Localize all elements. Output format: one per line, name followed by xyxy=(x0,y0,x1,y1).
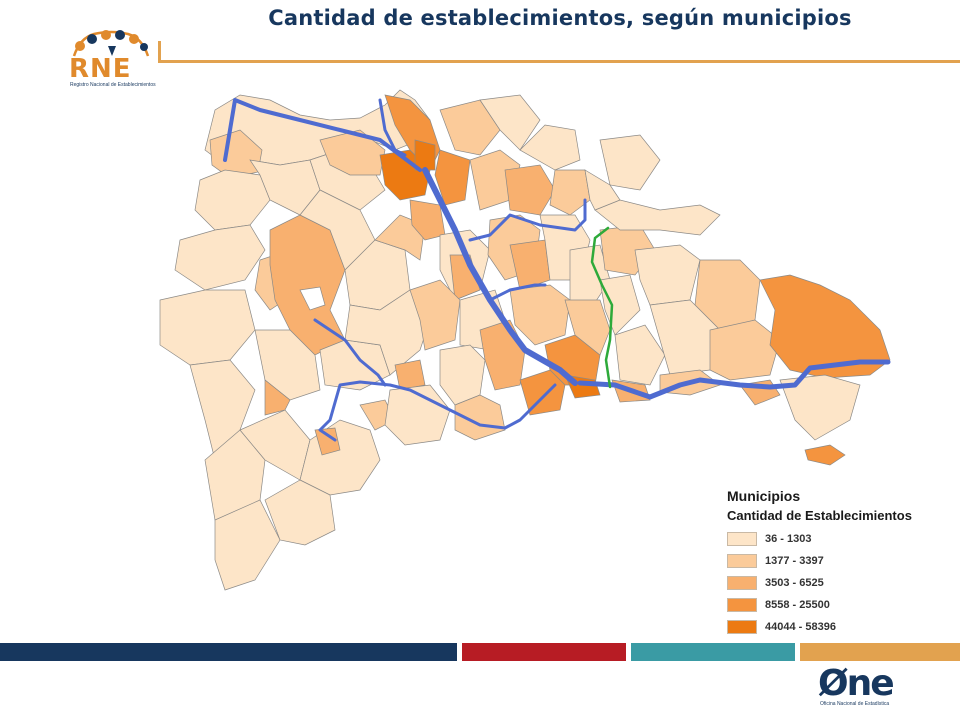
legend-item: 8558 - 25500 xyxy=(727,595,957,615)
legend-swatch xyxy=(727,532,757,546)
municipality-region xyxy=(594,199,721,236)
rne-logo-caption: Registro Nacional de Establecimientos xyxy=(70,82,156,88)
highway-cotui xyxy=(488,283,547,302)
municipality-region xyxy=(759,274,891,379)
footer-bar-orange xyxy=(800,643,960,661)
legend-swatch xyxy=(727,554,757,568)
municipality-region xyxy=(614,324,666,386)
municipality-region xyxy=(504,164,556,216)
municipality-region xyxy=(264,379,291,416)
legend-label: 8558 - 25500 xyxy=(765,599,830,611)
municipality-region xyxy=(584,169,621,211)
dominican-republic-map xyxy=(159,89,891,591)
municipality-region xyxy=(479,319,526,391)
one-logo-text: Øne xyxy=(818,663,895,704)
title-divider xyxy=(160,60,960,63)
rne-logo-text: RNE xyxy=(69,54,132,84)
municipality-region xyxy=(344,289,431,376)
legend-item: 44044 - 58396 xyxy=(727,617,957,637)
municipality-region xyxy=(599,134,661,191)
page-title: Cantidad de establecimientos, según muni… xyxy=(268,6,852,30)
municipality-region xyxy=(549,169,591,216)
municipality-region xyxy=(564,299,611,356)
highway-north-coast xyxy=(378,98,407,157)
map-legend: Municipios Cantidad de Establecimientos … xyxy=(727,488,957,639)
municipality-region xyxy=(454,394,506,441)
legend-subtitle: Cantidad de Establecimientos xyxy=(727,508,912,523)
rne-logo: RNE Registro Nacional de Establecimiento… xyxy=(66,30,158,88)
municipality-region xyxy=(439,99,501,156)
footer-bar-red xyxy=(462,643,626,661)
municipality-region xyxy=(519,369,566,416)
title-divider-tick xyxy=(158,41,161,63)
municipality-region xyxy=(779,374,861,441)
legend-swatch xyxy=(727,620,757,634)
municipality-region xyxy=(299,419,381,496)
municipality-region xyxy=(214,499,281,591)
municipality-region xyxy=(394,359,426,391)
rne-logo-icons xyxy=(72,30,150,57)
municipality-region xyxy=(409,279,461,351)
highway-south xyxy=(318,380,557,442)
highway-east xyxy=(577,359,891,400)
legend-label: 1377 - 3397 xyxy=(765,555,824,567)
municipality-region xyxy=(634,244,701,306)
municipality-region xyxy=(374,214,426,261)
municipality-region xyxy=(509,284,571,346)
one-logo: Øne Oficina Nacional de Estadística xyxy=(818,663,908,717)
municipality-region xyxy=(319,129,386,176)
legend-item: 3503 - 6525 xyxy=(727,573,957,593)
saona-island xyxy=(804,444,846,466)
municipality-region xyxy=(174,224,266,291)
footer-bar-teal xyxy=(631,643,795,661)
highway-southwest xyxy=(313,318,387,387)
municipality-region xyxy=(509,239,551,291)
municipality-region xyxy=(314,427,341,456)
municipality-region xyxy=(519,124,581,171)
municipality-region xyxy=(479,94,541,151)
municipality-region xyxy=(159,289,256,366)
municipality-region xyxy=(409,199,446,241)
secondary-road xyxy=(590,226,614,389)
legend-label: 3503 - 6525 xyxy=(765,577,824,589)
municipality-region xyxy=(264,479,336,546)
legend-swatch xyxy=(727,576,757,590)
legend-label: 36 - 1303 xyxy=(765,533,812,545)
one-logo-caption: Oficina Nacional de Estadística xyxy=(820,701,890,707)
municipality-region xyxy=(709,319,781,381)
highway-northwest xyxy=(223,98,422,172)
legend-item: 1377 - 3397 xyxy=(727,551,957,571)
legend-label: 44044 - 58396 xyxy=(765,621,836,633)
municipality-region xyxy=(434,149,471,206)
municipality-region xyxy=(384,384,451,446)
legend-swatch xyxy=(727,598,757,612)
municipality-region xyxy=(414,139,436,171)
municipality-region xyxy=(194,169,271,231)
legend-item: 36 - 1303 xyxy=(727,529,957,549)
lake-enriquillo xyxy=(299,286,326,311)
highway-northeast xyxy=(468,198,587,242)
legend-title: Municipios xyxy=(727,488,801,504)
footer-bar-navy xyxy=(0,643,457,661)
